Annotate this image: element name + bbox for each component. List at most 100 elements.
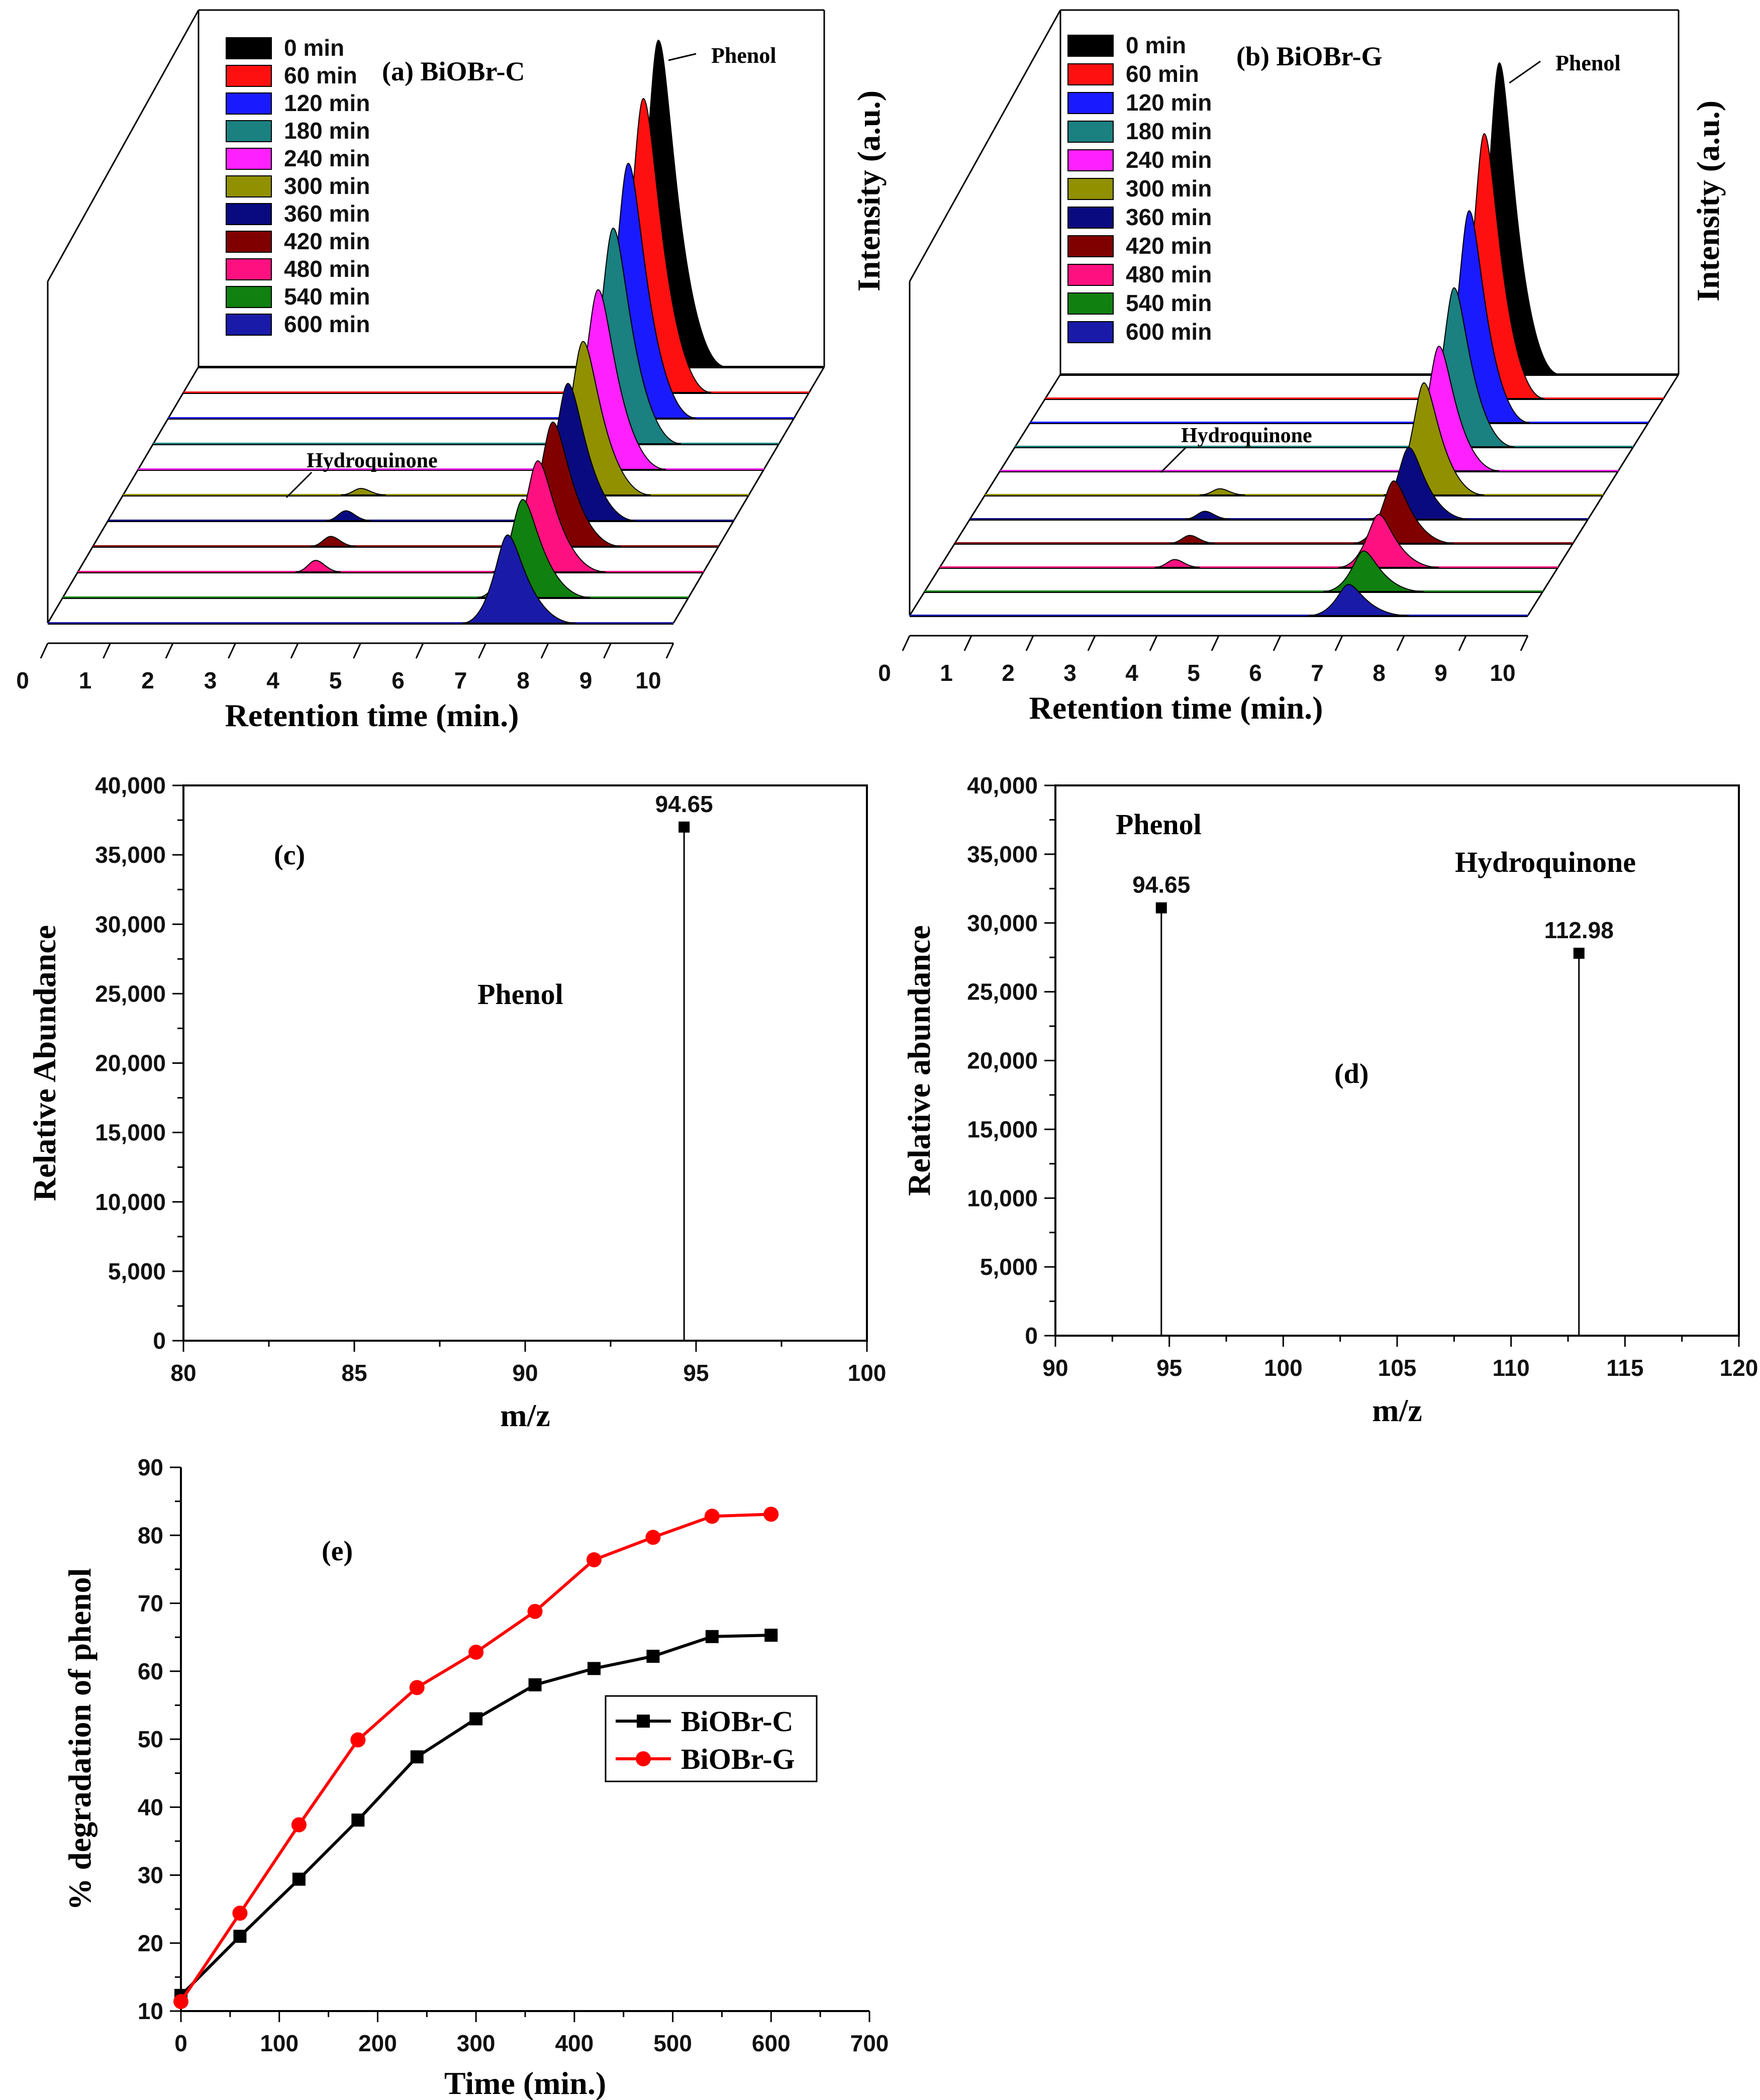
y-tick-label: 30 bbox=[138, 1862, 163, 1888]
point-BiOBr-G bbox=[232, 1906, 248, 1921]
x-tick-label: 100 bbox=[848, 1360, 887, 1386]
x-tick-label: 4 bbox=[266, 667, 279, 693]
x-tick-label: 95 bbox=[683, 1360, 709, 1386]
x-tick bbox=[103, 643, 111, 659]
plot-frame bbox=[1054, 784, 1740, 1337]
phenol-label: Phenol bbox=[711, 43, 776, 68]
point-BiOBr-C bbox=[705, 1630, 719, 1643]
annotation-hydroquinone: Hydroquinone bbox=[1455, 846, 1636, 878]
point-BiOBr-C bbox=[469, 1712, 483, 1726]
x-tick-label: 120 bbox=[1720, 1355, 1758, 1381]
y-tick-label: 50 bbox=[138, 1726, 163, 1752]
x-tick bbox=[415, 643, 424, 659]
legend-label: 600 min bbox=[1126, 319, 1212, 345]
x-tick-label: 5 bbox=[1187, 660, 1200, 686]
x-axis-label: Retention time (min.) bbox=[225, 697, 519, 733]
y-tick-label: 40 bbox=[138, 1794, 163, 1820]
y-tick-label: 60 bbox=[138, 1658, 163, 1684]
hydroquinone-peak-360-min bbox=[1185, 511, 1230, 520]
legend-swatch-600-min bbox=[226, 314, 272, 336]
legend-label: 300 min bbox=[284, 173, 370, 199]
x-tick-label: 4 bbox=[1125, 660, 1138, 686]
x-tick bbox=[1149, 635, 1158, 651]
legend-swatch-60-min bbox=[1067, 63, 1114, 85]
x-tick-label: 7 bbox=[1311, 660, 1324, 686]
legend-swatch-60-min bbox=[226, 65, 272, 87]
y-tick-label: 30,000 bbox=[95, 911, 166, 937]
y-tick-label: 90 bbox=[138, 1454, 163, 1480]
x-tick-label: 110 bbox=[1493, 1355, 1530, 1381]
x-tick-label: 8 bbox=[517, 667, 530, 693]
hydroquinone-label: Hydroquinone bbox=[1181, 424, 1312, 447]
x-tick-label: 2 bbox=[1002, 660, 1015, 686]
y-tick-label: 20,000 bbox=[967, 1048, 1038, 1074]
y-tick-label: 80 bbox=[138, 1522, 163, 1548]
phenol-label: Phenol bbox=[1555, 51, 1621, 75]
x-tick bbox=[290, 643, 299, 659]
y-axis-label: % degradation of phenol bbox=[62, 1568, 97, 1911]
phenol-peak-540-min bbox=[1323, 550, 1424, 592]
x-tick bbox=[1087, 635, 1096, 651]
x-tick bbox=[963, 635, 972, 651]
legend-swatch-300-min bbox=[226, 175, 272, 197]
x-tick-label: 10 bbox=[1490, 660, 1515, 686]
point-BiOBr-C bbox=[528, 1678, 542, 1691]
y-tick-label: 15,000 bbox=[95, 1120, 166, 1146]
hydroquinone-peak-420-min bbox=[311, 536, 356, 547]
x-axis-label: m/z bbox=[1372, 1392, 1422, 1428]
x-tick bbox=[540, 643, 549, 659]
panel-title: (b) BiOBr-G bbox=[1236, 41, 1383, 71]
x-tick bbox=[1334, 635, 1343, 651]
legend-label: 120 min bbox=[1126, 89, 1212, 116]
point-BiOBr-G bbox=[704, 1509, 720, 1524]
panel-label: (e) bbox=[322, 1536, 353, 1567]
hydroquinone-peak-480-min bbox=[1154, 559, 1200, 568]
legend-label: 540 min bbox=[1126, 290, 1212, 316]
hydroquinone-peak-300-min bbox=[341, 487, 386, 495]
x-tick bbox=[165, 643, 174, 659]
legend-swatch-420-min bbox=[1067, 235, 1114, 257]
hydroquinone-peak-420-min bbox=[1169, 535, 1215, 544]
x-tick-label: 9 bbox=[579, 667, 593, 693]
legend-label: 240 min bbox=[1126, 147, 1212, 173]
x-tick-label: 0 bbox=[878, 660, 891, 686]
x-tick-label: 700 bbox=[850, 2030, 889, 2056]
legend-swatch-120-min bbox=[226, 92, 272, 115]
point-BiOBr-G bbox=[763, 1507, 779, 1522]
legend-swatch-180-min bbox=[1067, 121, 1114, 143]
legend-marker-BiOBr-G bbox=[636, 1751, 651, 1766]
x-tick-label: 85 bbox=[341, 1360, 367, 1386]
hydroquinone-label: Hydroquinone bbox=[307, 449, 438, 472]
legend-label: 480 min bbox=[284, 256, 370, 282]
peak-value-label: 112.98 bbox=[1544, 917, 1614, 943]
y-axis-label: Intensity (a.u.) bbox=[851, 90, 887, 291]
y-tick-label: 5,000 bbox=[108, 1258, 166, 1284]
legend-label: BiOBr-C bbox=[681, 1705, 793, 1738]
x-tick-label: 3 bbox=[1063, 660, 1077, 686]
y-tick-label: 70 bbox=[138, 1590, 163, 1617]
peak-marker bbox=[1155, 902, 1167, 914]
point-BiOBr-C bbox=[351, 1813, 365, 1827]
legend-label: 0 min bbox=[284, 35, 344, 61]
x-tick-label: 90 bbox=[1042, 1355, 1068, 1381]
point-BiOBr-C bbox=[764, 1629, 778, 1642]
x-tick bbox=[665, 643, 674, 659]
legend-swatch-120-min bbox=[1067, 92, 1114, 114]
legend-label: 360 min bbox=[1126, 204, 1212, 230]
x-tick-label: 105 bbox=[1378, 1355, 1417, 1381]
x-tick-label: 0 bbox=[16, 667, 29, 693]
legend-swatch-0-min bbox=[226, 37, 272, 59]
x-tick bbox=[40, 643, 49, 659]
legend-swatch-540-min bbox=[1067, 292, 1114, 315]
panel-a-chromatogram: 0 1 2 3 4 5 6 7 8 9 10 Retention time (min.) Intensi… bbox=[16, 9, 887, 733]
y-tick-label: 20,000 bbox=[95, 1050, 166, 1076]
panel-label: (d) bbox=[1334, 1058, 1368, 1089]
y-tick-label: 40,000 bbox=[967, 772, 1038, 798]
x-tick-label: 500 bbox=[653, 2030, 692, 2056]
x-tick-label: 2 bbox=[141, 667, 154, 693]
x-tick bbox=[478, 643, 486, 659]
point-BiOBr-G bbox=[409, 1680, 425, 1695]
x-tick bbox=[1458, 635, 1467, 651]
y-tick-label: 25,000 bbox=[95, 980, 166, 1007]
legend-label: 240 min bbox=[284, 145, 370, 171]
